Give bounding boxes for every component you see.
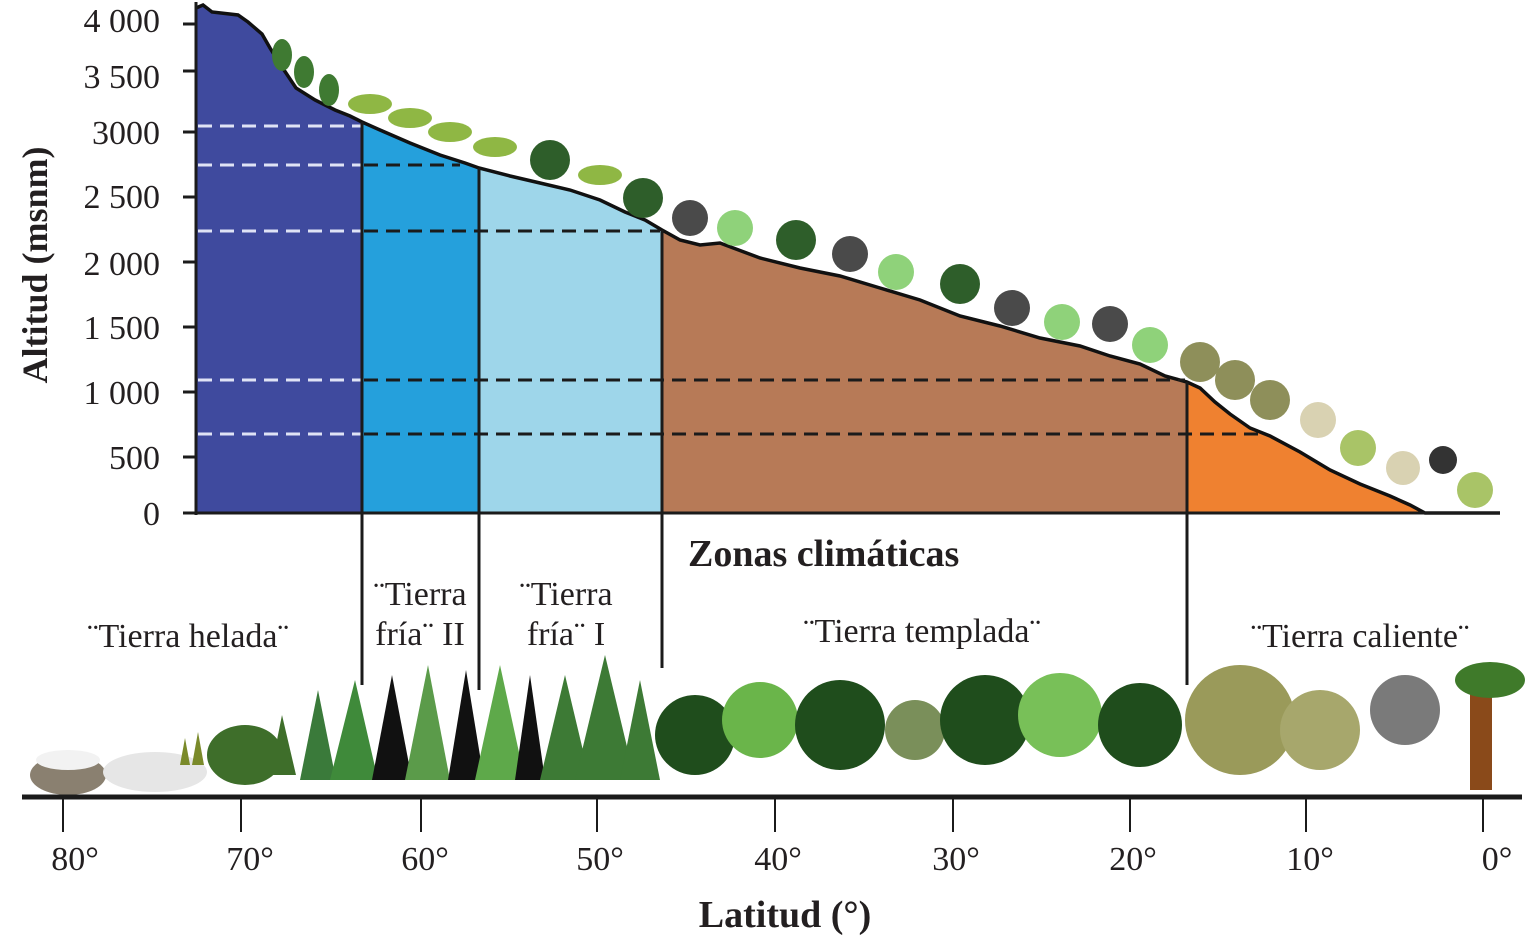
zone-label-tierra-helada: ¨Tierra helada¨ — [87, 618, 289, 655]
x-tick-50: 50° — [576, 841, 624, 878]
snow-mound — [103, 752, 207, 792]
zone-label-tierra-fria-i: ¨Tierra fría¨ I — [519, 576, 613, 653]
zone-tierra-helada-area — [196, 5, 362, 513]
y-tick-1000: 1 000 — [83, 375, 161, 412]
x-tick-10: 10° — [1286, 841, 1334, 878]
zone-label-tierra-caliente: ¨Tierra caliente¨ — [1250, 618, 1470, 655]
slope-vegetation — [272, 39, 1493, 508]
zone-tierra-fria-i-area — [479, 168, 662, 513]
zone-label-tierra-fria-ii: ¨Tierra fría¨ II — [373, 576, 467, 653]
y-axis-label: Altitud (msnm) — [15, 146, 55, 384]
y-tick-2000: 2 000 — [83, 246, 161, 283]
zones-title: Zonas climáticas — [688, 533, 960, 575]
vegetation-strip — [30, 655, 1525, 795]
y-tick-4000: 4 000 — [83, 3, 161, 40]
zone-boundaries — [360, 122, 1189, 690]
zone-label-tierra-templada: ¨Tierra templada¨ — [803, 613, 1041, 650]
x-tick-60: 60° — [401, 841, 449, 878]
x-axis — [22, 794, 1522, 832]
x-axis-label: Latitud (°) — [698, 894, 872, 936]
x-tick-80: 80° — [51, 841, 99, 878]
x-tick-20: 20° — [1109, 841, 1157, 878]
y-tick-1500: 1 500 — [83, 310, 161, 347]
y-tick-500: 500 — [109, 440, 160, 477]
y-tick-0: 0 — [143, 496, 160, 533]
terrain-profile — [195, 2, 1500, 515]
x-tick-0: 0° — [1481, 841, 1513, 878]
y-tick-2500: 2 500 — [83, 179, 161, 216]
x-tick-40: 40° — [754, 841, 802, 878]
terrain-surface-line — [195, 2, 1500, 515]
zone-tierra-caliente-area — [1187, 382, 1425, 513]
x-tick-70: 70° — [226, 841, 274, 878]
y-tick-3500: 3 500 — [83, 59, 161, 96]
y-axis — [183, 2, 198, 515]
x-tick-30: 30° — [932, 841, 980, 878]
altitude-reference-lines — [198, 124, 1265, 436]
zone-tierra-fria-ii-area — [362, 122, 479, 513]
zone-tierra-templada-area — [662, 230, 1187, 513]
y-tick-3000: 3000 — [92, 115, 160, 152]
